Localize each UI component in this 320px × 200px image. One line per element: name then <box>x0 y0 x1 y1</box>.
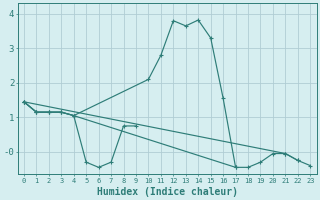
X-axis label: Humidex (Indice chaleur): Humidex (Indice chaleur) <box>97 186 238 197</box>
